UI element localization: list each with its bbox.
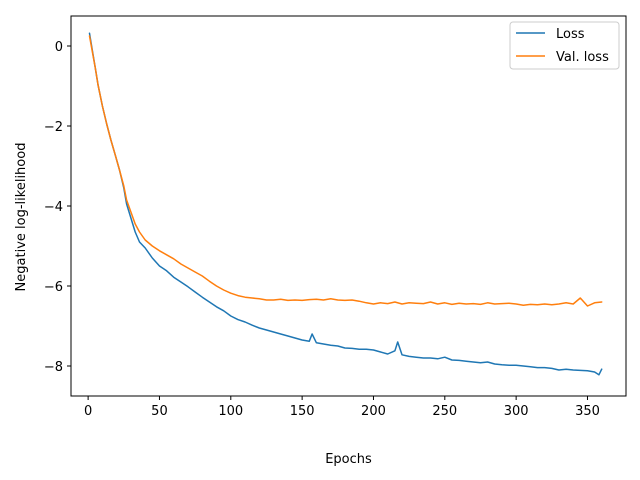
y-tick-label: −8 bbox=[44, 360, 63, 375]
series-line-val-loss bbox=[88, 35, 603, 307]
y-tick-label: 0 bbox=[55, 40, 63, 55]
y-tick-label: −4 bbox=[44, 200, 63, 215]
y-tick-label: −2 bbox=[44, 120, 63, 135]
x-tick-label: 250 bbox=[432, 404, 457, 419]
x-tick-label: 150 bbox=[290, 404, 315, 419]
x-tick-label: 100 bbox=[218, 404, 243, 419]
legend-label-val-loss: Val. loss bbox=[556, 50, 609, 65]
y-axis: −8 −6 −4 −2 0 bbox=[44, 40, 71, 375]
legend: Loss Val. loss bbox=[509, 21, 620, 70]
y-tick-label: −6 bbox=[44, 280, 63, 295]
y-axis-label: Negative log-likelihood bbox=[14, 143, 29, 292]
x-tick-label: 0 bbox=[84, 404, 92, 419]
x-tick-label: 200 bbox=[361, 404, 386, 419]
x-axis: 0 50 100 150 200 250 300 350 bbox=[84, 396, 600, 419]
x-tick-label: 50 bbox=[151, 404, 168, 419]
legend-label-loss: Loss bbox=[556, 27, 585, 42]
x-tick-label: 350 bbox=[575, 404, 600, 419]
x-tick-label: 300 bbox=[504, 404, 529, 419]
series-line-loss bbox=[88, 32, 603, 376]
x-axis-label: Epochs bbox=[325, 452, 372, 467]
